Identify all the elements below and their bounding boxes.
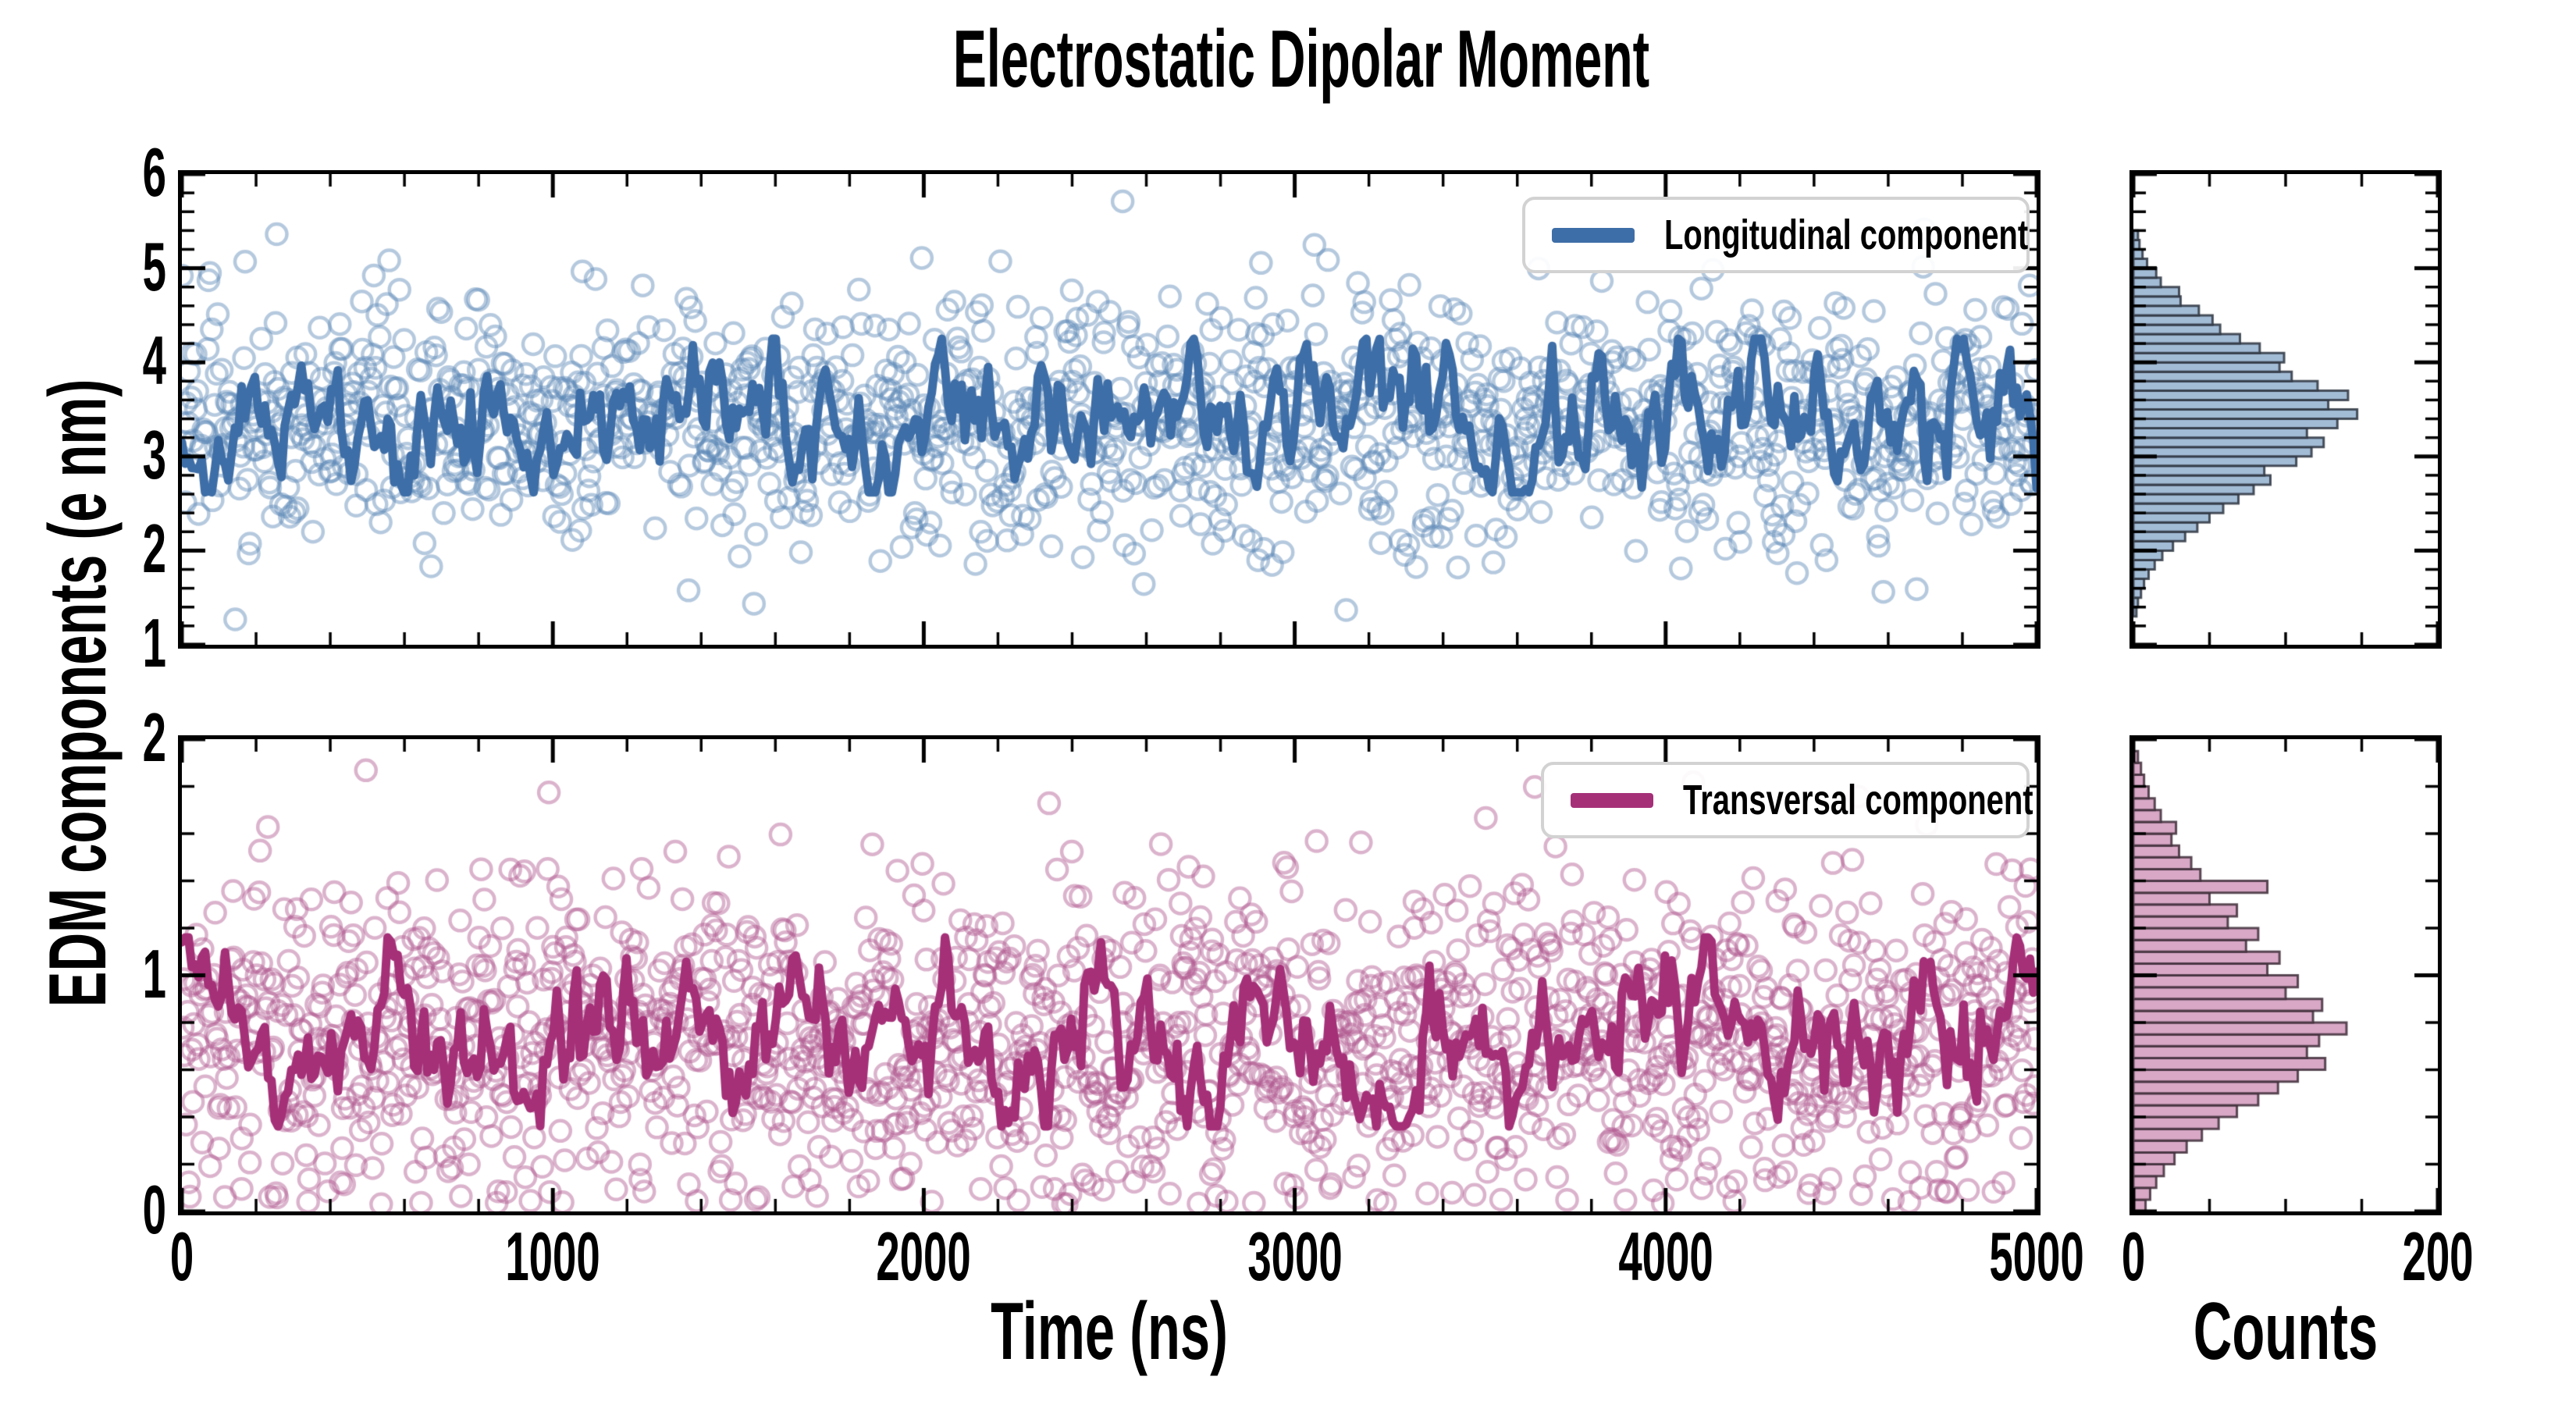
longitudinal-y-tick-label-1: 1 [128,609,166,678]
legend-line-swatch-longitudinal [1552,227,1635,243]
time-tick-label-1000-text: 1000 [505,1218,600,1295]
time-tick-label-2000-text: 2000 [876,1218,972,1295]
longitudinal-y-tick-label-4-text: 4 [142,322,166,400]
longitudinal-y-tick-label-6: 6 [128,138,166,207]
transversal-y-tick-label-2-text: 2 [142,699,166,777]
y-axis-label: EDM components (e nm) [33,217,123,1168]
counts-tick-label-0-text: 0 [2121,1218,2146,1295]
legend-label-longitudinal-text: Longitudinal component [1664,212,2029,258]
legend-label-longitudinal: Longitudinal component [1664,214,2156,256]
time-tick-label-0-text: 0 [169,1218,194,1295]
legend-label-transversal-text: Transversal component [1683,777,2033,823]
transversal-y-tick-label-0-text: 0 [142,1171,166,1249]
x-axis-label-time: Time (ns) [930,1291,1289,1372]
legend-transversal: Transversal component [1541,762,2033,838]
transversal-y-tick-label-2: 2 [128,703,166,772]
longitudinal-y-tick-label-1-text: 1 [142,604,166,682]
x-axis-label-counts: Counts [2146,1291,2425,1372]
longitudinal-y-tick-label-5: 5 [128,227,166,305]
time-tick-label-3000: 3000 [1219,1222,1372,1291]
longitudinal-y-tick-label-2-text: 2 [142,510,166,588]
legend-line-swatch-transversal [1571,792,1653,808]
x-axis-label-time-text: Time (ns) [991,1286,1228,1377]
y-axis-label-text: EDM components (e nm) [33,379,123,1008]
longitudinal-y-tick-label-4: 4 [128,326,166,395]
legend-label-transversal: Transversal component [1683,779,2156,821]
longitudinal-y-tick-label-3-text: 3 [142,416,166,494]
panel-transversal-histogram [2129,735,2442,1215]
transversal-y-tick-label-0: 0 [128,1176,166,1244]
chart-title-text: Electrostatic Dipolar Moment [952,14,1650,105]
time-tick-label-5000: 5000 [1960,1222,2113,1291]
counts-tick-label-200: 200 [2381,1222,2496,1291]
longitudinal-histogram-canvas [2133,174,2438,645]
time-tick-label-1000: 1000 [476,1222,629,1291]
chart-title: Electrostatic Dipolar Moment [740,19,1863,100]
transversal-histogram-canvas [2133,739,2438,1211]
transversal-y-tick-label-1-text: 1 [142,934,166,1012]
transversal-y-tick-label-1: 1 [128,934,166,1012]
time-tick-label-4000: 4000 [1589,1222,1742,1291]
panel-longitudinal-histogram [2129,170,2442,649]
time-tick-label-0: 0 [163,1222,201,1291]
counts-tick-label-200-text: 200 [2402,1218,2474,1295]
x-axis-label-counts-text: Counts [2193,1286,2379,1377]
longitudinal-y-tick-label-6-text: 6 [142,133,166,212]
counts-tick-label-0: 0 [2115,1222,2153,1291]
legend-longitudinal: Longitudinal component [1522,197,2030,273]
time-tick-label-5000-text: 5000 [1989,1218,2084,1295]
time-tick-label-4000-text: 4000 [1618,1218,1713,1295]
longitudinal-y-tick-label-3: 3 [128,421,166,489]
longitudinal-y-tick-label-2: 2 [128,510,166,588]
longitudinal-y-tick-label-5-text: 5 [142,227,166,305]
time-tick-label-3000-text: 3000 [1247,1218,1343,1295]
time-tick-label-2000: 2000 [848,1222,1001,1291]
